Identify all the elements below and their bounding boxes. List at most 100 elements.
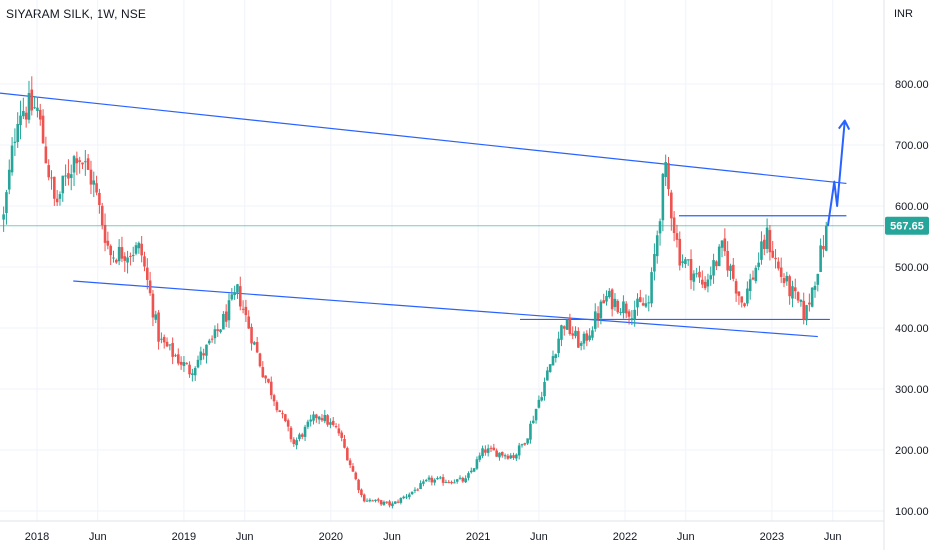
candle-body	[148, 280, 152, 294]
candle-body	[723, 238, 727, 252]
last-price-badge	[885, 216, 929, 235]
candle-body	[379, 500, 383, 505]
candle-body	[461, 477, 465, 482]
candle-body	[475, 459, 479, 469]
candle-body	[24, 112, 28, 120]
x-tick-label: Jun	[677, 531, 695, 543]
candle-body	[47, 165, 50, 178]
candle-body	[720, 240, 724, 248]
candle-body	[261, 367, 265, 378]
candle-body	[712, 260, 715, 276]
candle-body	[413, 489, 417, 491]
candle-body	[151, 293, 155, 318]
candle-body	[585, 333, 589, 341]
candle-body	[207, 340, 211, 344]
candle-body	[754, 267, 758, 282]
candle-body	[340, 432, 343, 438]
candle-body	[737, 291, 741, 296]
candle-body	[410, 491, 414, 495]
candle-body	[396, 501, 400, 503]
candle-body	[140, 243, 143, 256]
candle-body	[362, 494, 366, 502]
candle-body	[684, 259, 687, 265]
candle-body	[822, 245, 825, 250]
candle-body	[746, 288, 749, 304]
candle-body	[69, 174, 73, 178]
candle-body	[346, 448, 349, 461]
candle-body	[515, 454, 518, 459]
candle-body	[230, 294, 234, 300]
candle-body	[33, 107, 36, 109]
candle-body	[84, 161, 87, 163]
candle-body	[67, 173, 70, 179]
candle-body	[61, 175, 65, 194]
candle-body	[176, 354, 180, 364]
candle-body	[520, 444, 524, 446]
candle-body	[743, 303, 746, 307]
candle-body	[253, 342, 256, 345]
candle-body	[326, 415, 329, 425]
candle-body	[320, 418, 324, 421]
candle-body	[791, 286, 794, 299]
candle-body	[500, 451, 504, 456]
candle-body	[698, 271, 701, 278]
candle-body	[182, 362, 186, 367]
candle-body	[692, 273, 696, 282]
candle-body	[526, 438, 529, 444]
candle-body	[123, 256, 127, 261]
candle-body	[41, 115, 45, 144]
candle-body	[391, 503, 394, 507]
candle-body	[793, 287, 797, 292]
candle-body	[205, 344, 208, 356]
y-tick-label: 200.00	[895, 445, 929, 457]
candle-body	[802, 300, 806, 320]
candle-body	[137, 242, 141, 249]
candle-body	[591, 330, 594, 338]
candle-body	[72, 156, 76, 173]
candle-body	[115, 259, 118, 263]
candle-layer	[2, 76, 828, 509]
candle-body	[408, 494, 411, 498]
candle-body	[537, 399, 541, 408]
candle-body	[433, 479, 436, 483]
candle-body	[506, 455, 510, 459]
candle-body	[117, 246, 121, 262]
candle-body	[534, 408, 538, 421]
candle-body	[317, 416, 321, 420]
candle-body	[455, 479, 459, 482]
candle-body	[168, 344, 172, 346]
candle-body	[233, 292, 236, 296]
candle-body	[329, 422, 332, 425]
candle-body	[644, 303, 648, 307]
candle-body	[481, 448, 484, 457]
candle-body	[565, 319, 569, 330]
candle-body	[64, 175, 67, 177]
candle-body	[517, 445, 521, 456]
trendline	[0, 92, 847, 185]
candle-body	[681, 261, 684, 263]
candle-body	[162, 336, 166, 343]
candle-body	[768, 230, 772, 253]
candle-body	[227, 300, 231, 321]
x-tick-label: Jun	[824, 531, 842, 543]
candle-body	[295, 440, 298, 446]
candle-body	[785, 275, 789, 282]
candle-body	[213, 329, 217, 339]
candle-body	[630, 318, 634, 320]
candle-body	[650, 272, 653, 304]
y-tick-label: 300.00	[895, 384, 929, 396]
candle-body	[695, 273, 698, 275]
candle-body	[131, 254, 135, 257]
candle-body	[751, 277, 755, 280]
candle-body	[258, 353, 262, 367]
candle-body	[503, 455, 507, 457]
candle-body	[196, 359, 200, 368]
candle-body	[495, 450, 498, 457]
candle-body	[574, 330, 577, 337]
candle-body	[13, 141, 17, 144]
candle-body	[689, 259, 693, 281]
candle-body	[244, 306, 248, 316]
candle-body	[551, 356, 555, 366]
